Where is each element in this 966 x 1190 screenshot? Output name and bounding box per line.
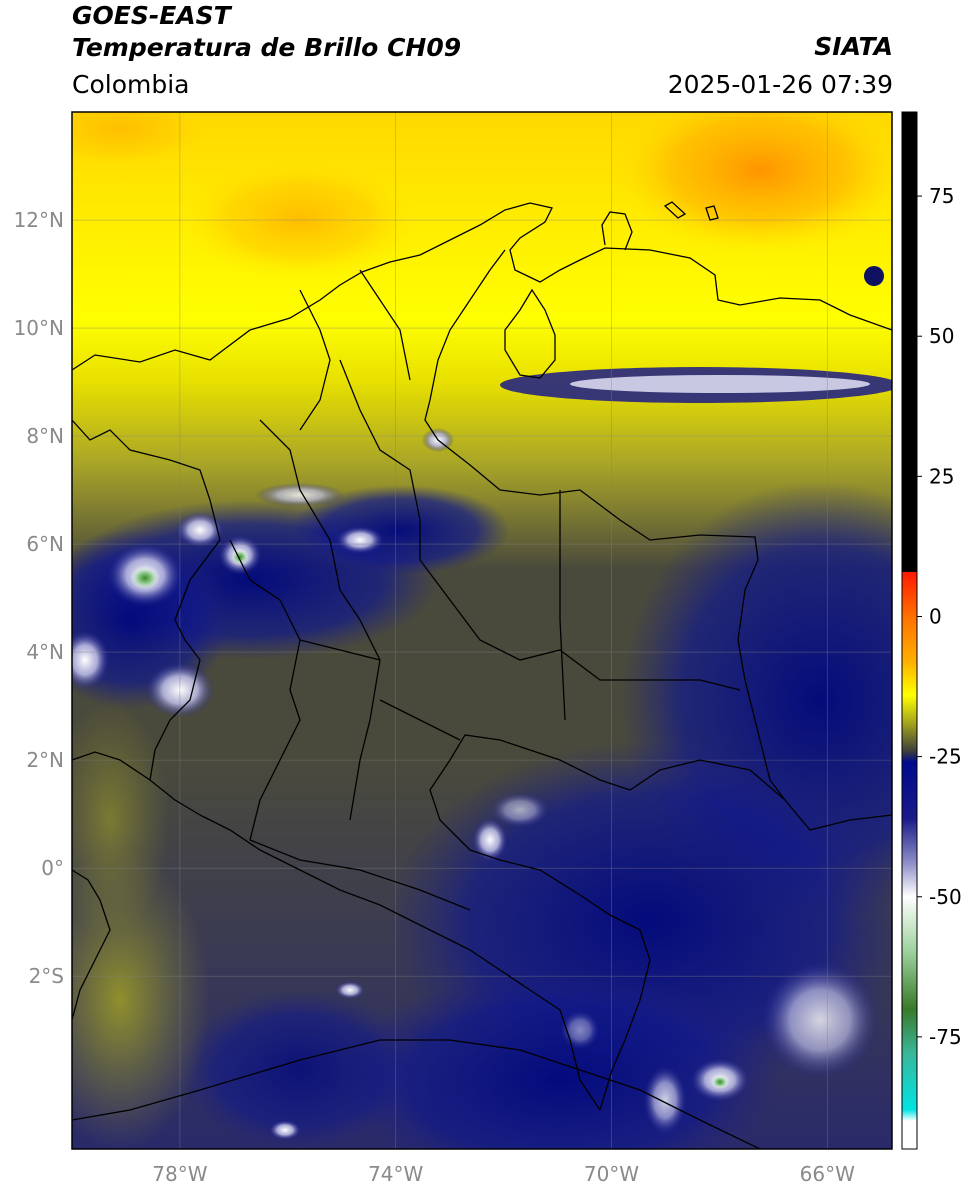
latitude-axis: 12°N 10°N 8°N 6°N 4°N 2°N 0° 2°S bbox=[14, 208, 64, 988]
colorbar-tick-label: -50 bbox=[929, 885, 962, 909]
source-label: SIATA bbox=[814, 32, 893, 61]
colorbar-tick-label: 0 bbox=[929, 604, 942, 628]
lat-tick-label: 12°N bbox=[14, 208, 64, 232]
colorbar-scale bbox=[901, 111, 918, 1150]
caribbean-coast bbox=[72, 202, 892, 371]
colombia-venezuela-border bbox=[424, 249, 786, 801]
interior-border-5 bbox=[259, 419, 331, 541]
interior-border-11 bbox=[359, 269, 411, 381]
lon-tick-label: 66°W bbox=[800, 1162, 855, 1186]
lat-tick-label: 6°N bbox=[26, 532, 64, 556]
map-frame bbox=[71, 111, 893, 1150]
colombia-brazil-border bbox=[429, 734, 786, 1111]
interior-border-8 bbox=[559, 490, 566, 721]
venezuela-brazil-border bbox=[784, 799, 892, 831]
satellite-title: GOES-EAST bbox=[72, 1, 231, 30]
satellite-image bbox=[72, 112, 892, 1149]
product-title: Temperatura de Brillo CH09 bbox=[72, 33, 462, 62]
island-2 bbox=[705, 205, 719, 221]
interior-border-3 bbox=[419, 559, 741, 691]
colorbar-tick-label: -25 bbox=[929, 745, 962, 769]
colombia-peru-border bbox=[199, 814, 601, 1111]
graticule bbox=[72, 112, 892, 1149]
interior-border-1 bbox=[229, 539, 301, 841]
region-label: Colombia bbox=[72, 70, 190, 99]
colorbar: 75 50 25 0 -25 -50 -75 bbox=[901, 111, 962, 1150]
lat-tick-label: 2°N bbox=[26, 748, 64, 772]
ecuador-coast bbox=[72, 869, 111, 1021]
interior-border-6 bbox=[379, 699, 461, 741]
lat-tick-label: 8°N bbox=[26, 424, 64, 448]
lon-tick-label: 70°W bbox=[584, 1162, 639, 1186]
colombia-ecuador-border bbox=[72, 751, 201, 816]
longitude-axis: 78°W 74°W 70°W 66°W bbox=[152, 1162, 855, 1186]
coastlines-and-borders bbox=[72, 201, 892, 1149]
title-block: GOES-EAST Temperatura de Brillo CH09 bbox=[72, 0, 461, 64]
lon-tick-label: 78°W bbox=[152, 1162, 207, 1186]
island-1 bbox=[663, 201, 687, 219]
lat-tick-label: 10°N bbox=[14, 316, 64, 340]
lat-tick-label: 0° bbox=[41, 856, 64, 880]
peru-brazil-line bbox=[72, 1039, 761, 1149]
colorbar-tick-label: -75 bbox=[929, 1025, 962, 1049]
maracaibo-lake bbox=[504, 288, 556, 379]
pacific-coast bbox=[72, 419, 221, 781]
interior-border-9 bbox=[299, 639, 381, 661]
interior-border-7 bbox=[249, 839, 471, 911]
colorbar-tick-label: 75 bbox=[929, 184, 954, 208]
paraguana bbox=[601, 211, 633, 251]
datetime-label: 2025-01-26 07:39 bbox=[667, 70, 893, 99]
colorbar-tick-label: 25 bbox=[929, 464, 954, 488]
lat-tick-label: 4°N bbox=[26, 640, 64, 664]
interior-border-10 bbox=[299, 289, 331, 431]
lat-tick-label: 2°S bbox=[29, 964, 64, 988]
colorbar-tick-label: 50 bbox=[929, 324, 954, 348]
lon-tick-label: 74°W bbox=[368, 1162, 423, 1186]
interior-border-4 bbox=[339, 359, 421, 560]
